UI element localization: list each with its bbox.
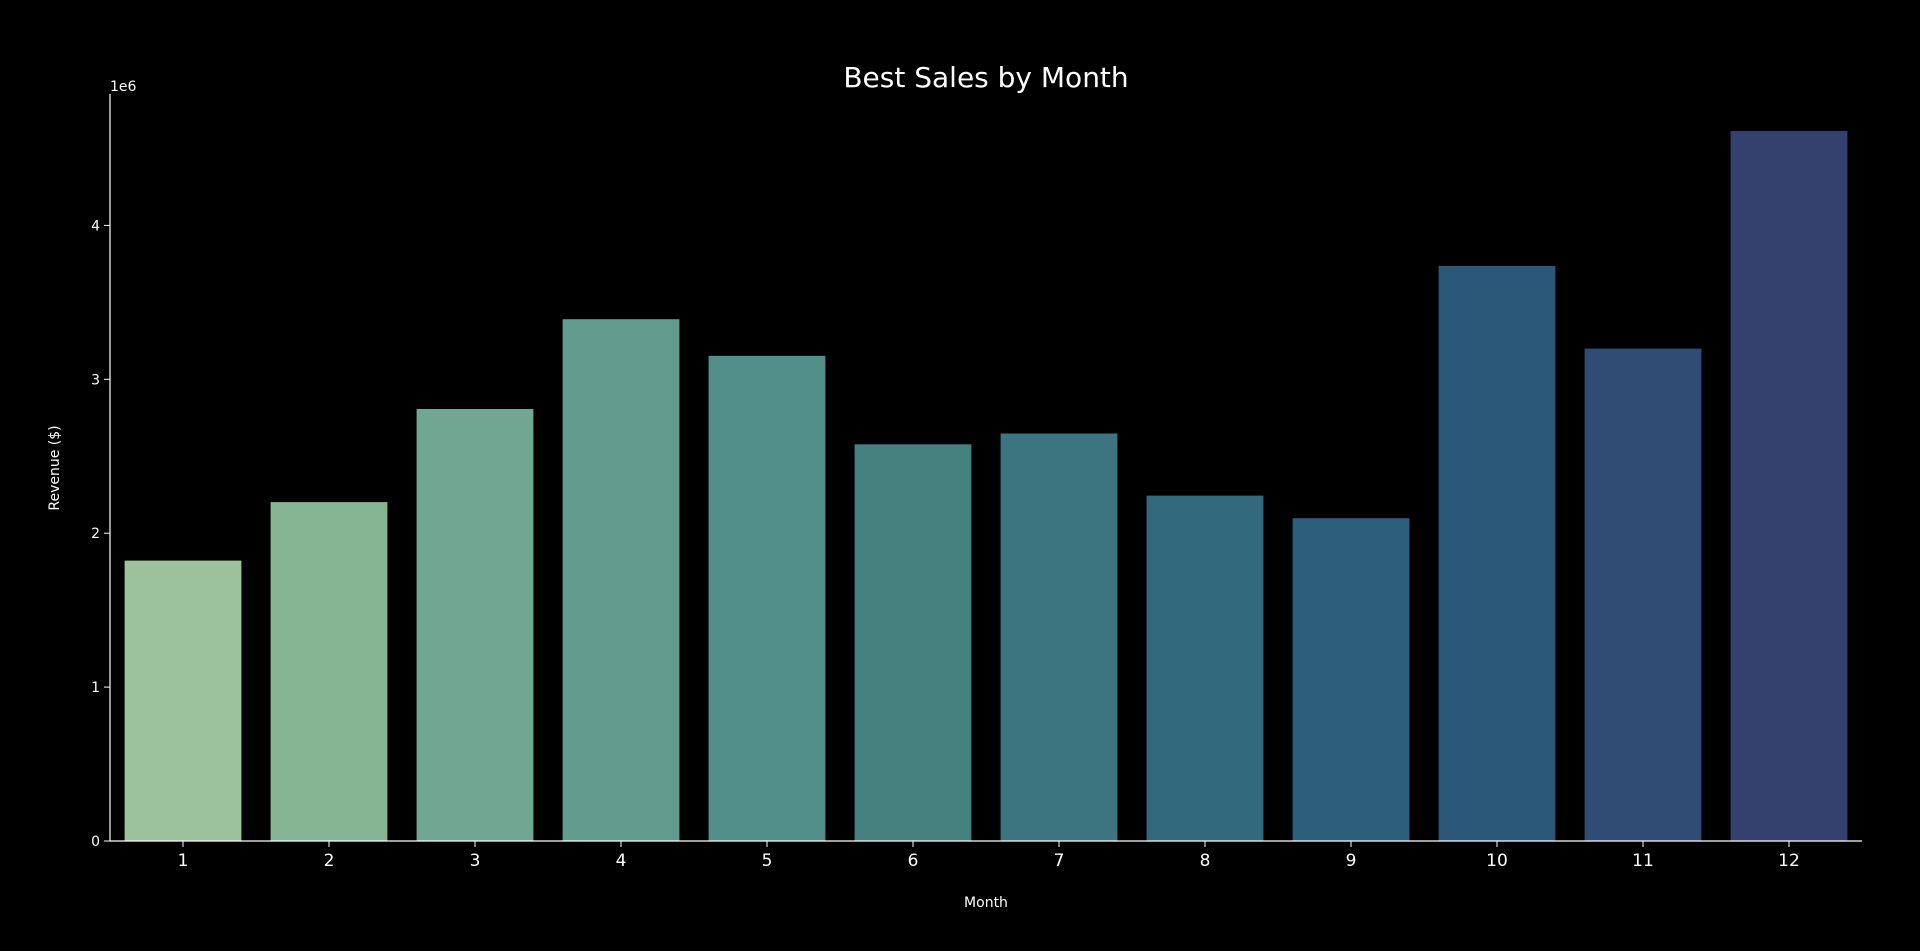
y-axis-label: Revenue ($) xyxy=(47,425,63,510)
bar-month-11 xyxy=(1584,348,1702,841)
x-ticks-group: 1 2 3 4 5 6 7 8 9 10 11 12 xyxy=(178,841,1800,871)
y-tick-label: 2 xyxy=(91,526,100,542)
y-tick-label: 4 xyxy=(91,218,100,234)
bar-month-6 xyxy=(854,444,972,841)
x-tick-label: 11 xyxy=(1632,851,1654,871)
bar-month-2 xyxy=(270,502,388,841)
bar-month-5 xyxy=(708,355,826,841)
x-axis-label: Month xyxy=(964,895,1008,911)
x-tick-label: 2 xyxy=(324,851,335,871)
y-tick-label: 3 xyxy=(91,372,100,388)
bar-month-1 xyxy=(124,560,242,841)
x-tick-label: 10 xyxy=(1486,851,1508,871)
bar-month-8 xyxy=(1146,495,1264,841)
y-tick-label: 1 xyxy=(91,680,100,696)
x-tick-label: 5 xyxy=(762,851,773,871)
x-tick-label: 4 xyxy=(616,851,627,871)
bar-month-4 xyxy=(562,319,680,841)
x-tick-label: 3 xyxy=(470,851,481,871)
x-tick-label: 8 xyxy=(1200,851,1211,871)
bar-month-7 xyxy=(1000,433,1118,841)
chart-title: Best Sales by Month xyxy=(843,61,1128,94)
x-tick-label: 9 xyxy=(1346,851,1357,871)
y-tick-label: 0 xyxy=(91,834,100,850)
x-tick-label: 1 xyxy=(178,851,189,871)
bar-month-9 xyxy=(1292,518,1410,841)
y-ticks-group: 0 1 2 3 4 xyxy=(91,218,110,850)
x-tick-label: 6 xyxy=(908,851,919,871)
bars-group xyxy=(124,131,1848,841)
x-tick-label: 12 xyxy=(1778,851,1800,871)
x-tick-label: 7 xyxy=(1054,851,1065,871)
y-axis-offset-label: 1e6 xyxy=(110,79,137,95)
bar-month-3 xyxy=(416,409,534,841)
bar-month-12 xyxy=(1730,131,1848,841)
bar-month-10 xyxy=(1438,265,1556,841)
